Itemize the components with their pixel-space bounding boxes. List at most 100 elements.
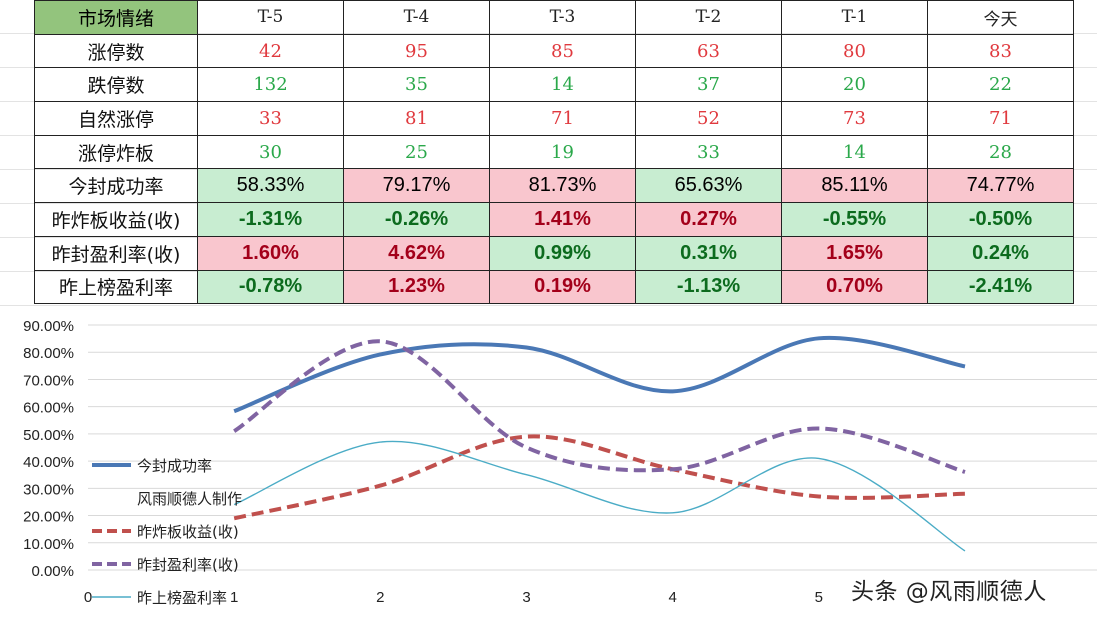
table-cell: 73 — [781, 101, 928, 136]
row-label: 今封成功率 — [34, 168, 198, 204]
table-cell: 14 — [489, 67, 636, 103]
table-cell: 0.70% — [781, 269, 928, 305]
table-header-row: 市场情绪 T-5 T-4 T-3 T-2 T-1 今天 — [34, 0, 1074, 35]
series-line-sealed-profit-rate — [233, 339, 966, 474]
table-cell: 65.63% — [635, 168, 782, 204]
table-cell: -1.31% — [197, 202, 344, 237]
table-row: 今封成功率 58.33% 79.17% 81.73% 65.63% 85.11% 74.77… — [34, 168, 1074, 204]
y-tick-label: 10.00% — [23, 536, 74, 553]
table-cell: 71 — [927, 101, 1074, 136]
table-row: 昨炸板收益(收) -1.31% -0.26% 1.41% 0.27% -0.55% -0.5… — [34, 202, 1074, 237]
column-header: T-1 — [781, 0, 928, 35]
table-cell: 0.19% — [489, 269, 636, 305]
table-cell: 83 — [927, 33, 1074, 69]
table-cell: 1.60% — [197, 235, 344, 271]
y-tick-label: 0.00% — [31, 563, 74, 580]
y-tick-label: 30.00% — [23, 481, 74, 498]
table-cell: 95 — [343, 33, 490, 69]
table-cell: 80 — [781, 33, 928, 69]
legend-label: 昨炸板收益(收) — [137, 523, 239, 541]
table-row: 涨停炸板 30 25 19 33 14 28 — [34, 134, 1074, 170]
table-cell: 63 — [635, 33, 782, 69]
table-cell: 30 — [197, 134, 344, 170]
y-tick-label: 80.00% — [23, 345, 74, 362]
table-cell: 52 — [635, 101, 782, 136]
row-label: 自然涨停 — [34, 101, 198, 136]
legend-label: 今封成功率 — [137, 457, 212, 475]
x-tick-label: 0 — [84, 589, 92, 606]
table-cell: 33 — [197, 101, 344, 136]
row-label: 昨封盈利率(收) — [34, 235, 198, 271]
series-line-broken-board-return — [233, 434, 966, 521]
column-header: T-5 — [197, 0, 344, 35]
series-line-seal-success-rate — [233, 335, 966, 414]
table-cell: 0.24% — [927, 235, 1074, 271]
column-header: T-3 — [489, 0, 636, 35]
column-header: T-2 — [635, 0, 782, 35]
x-tick-label: 1 — [230, 589, 238, 606]
x-tick-label: 2 — [376, 589, 384, 606]
legend-label: 昨封盈利率(收) — [137, 556, 239, 574]
table-cell: 0.31% — [635, 235, 782, 271]
table-cell: 1.41% — [489, 202, 636, 237]
table-cell: 74.77% — [927, 168, 1074, 204]
table-cell: 42 — [197, 33, 344, 69]
row-label: 跌停数 — [34, 67, 198, 103]
table-cell: 58.33% — [197, 168, 344, 204]
watermark: 头条 @风雨顺德人 — [851, 579, 1047, 605]
table-cell: 1.23% — [343, 269, 490, 305]
table-cell: 81.73% — [489, 168, 636, 204]
table-cell: -0.55% — [781, 202, 928, 237]
series-line-listed-profit-rate — [233, 440, 966, 552]
table-cell: 25 — [343, 134, 490, 170]
row-label: 昨炸板收益(收) — [34, 202, 198, 237]
table-cell: 132 — [197, 67, 344, 103]
table-cell: 81 — [343, 101, 490, 136]
row-label: 昨上榜盈利率 — [34, 269, 198, 305]
table-cell: 0.27% — [635, 202, 782, 237]
table-cell: 37 — [635, 67, 782, 103]
table-cell: 14 — [781, 134, 928, 170]
row-label: 涨停炸板 — [34, 134, 198, 170]
table-row: 自然涨停 33 81 71 52 73 71 — [34, 101, 1074, 136]
x-tick-label: 5 — [815, 589, 823, 606]
y-tick-label: 90.00% — [23, 318, 74, 335]
legend-label: 风雨顺德人制作 — [137, 490, 242, 508]
y-tick-label: 60.00% — [23, 400, 74, 417]
table-cell: 85.11% — [781, 168, 928, 204]
legend-label: 昨上榜盈利率 — [137, 589, 227, 607]
row-label: 涨停数 — [34, 33, 198, 69]
table-row: 昨上榜盈利率 -0.78% 1.23% 0.19% -1.13% 0.70% -2.41% — [34, 269, 1074, 305]
table-row: 涨停数 42 95 85 63 80 83 — [34, 33, 1074, 69]
y-tick-label: 40.00% — [23, 454, 74, 471]
table-cell: -0.50% — [927, 202, 1074, 237]
table-cell: 35 — [343, 67, 490, 103]
table-cell: -0.78% — [197, 269, 344, 305]
table-row: 昨封盈利率(收) 1.60% 4.62% 0.99% 0.31% 1.65% 0.24% — [34, 235, 1074, 271]
table-cell: 4.62% — [343, 235, 490, 271]
table-cell: -1.13% — [635, 269, 782, 305]
table-cell: 79.17% — [343, 168, 490, 204]
table-cell: 19 — [489, 134, 636, 170]
table-cell: 22 — [927, 67, 1074, 103]
table-cell: 71 — [489, 101, 636, 136]
column-header: 今天 — [927, 0, 1074, 35]
table-cell: -2.41% — [927, 269, 1074, 305]
table-cell: 85 — [489, 33, 636, 69]
table-cell: 0.99% — [489, 235, 636, 271]
table-cell: 20 — [781, 67, 928, 103]
table-cell: -0.26% — [343, 202, 490, 237]
y-tick-label: 70.00% — [23, 372, 74, 389]
market-mood-line-chart: 0.00% 10.00% 20.00% 30.00% 40.00% 50.00% 60.00… — [23, 318, 1097, 607]
table-corner-label: 市场情绪 — [34, 0, 198, 35]
x-tick-label: 4 — [668, 589, 676, 606]
column-header: T-4 — [343, 0, 490, 35]
x-tick-label: 3 — [522, 589, 530, 606]
table-cell: 1.65% — [781, 235, 928, 271]
y-tick-label: 20.00% — [23, 509, 74, 526]
table-row: 跌停数 132 35 14 37 20 22 — [34, 67, 1074, 103]
table-cell: 28 — [927, 134, 1074, 170]
y-tick-label: 50.00% — [23, 427, 74, 444]
table-cell: 33 — [635, 134, 782, 170]
